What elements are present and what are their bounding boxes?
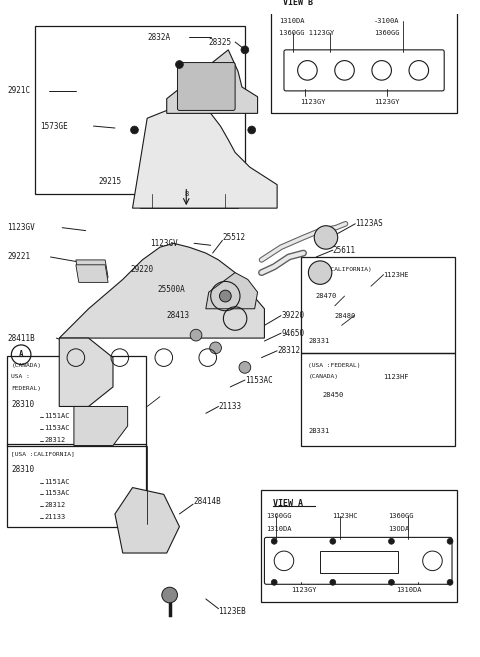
Polygon shape <box>167 50 258 114</box>
Circle shape <box>176 60 183 68</box>
Circle shape <box>241 46 249 54</box>
Text: 1360GG: 1360GG <box>266 513 292 519</box>
Text: 28331: 28331 <box>308 338 330 344</box>
Text: 29221: 29221 <box>8 252 31 261</box>
Bar <box>300 353 455 445</box>
Text: FEDERAL): FEDERAL) <box>12 386 41 391</box>
Text: 1123GV: 1123GV <box>150 238 178 248</box>
Polygon shape <box>59 243 264 338</box>
Text: 1123GV: 1123GV <box>8 223 35 232</box>
Text: 28310: 28310 <box>12 465 35 474</box>
Circle shape <box>447 579 453 585</box>
Bar <box>8 443 146 527</box>
Circle shape <box>271 579 277 585</box>
Text: 21133: 21133 <box>45 514 66 520</box>
Text: 28480: 28480 <box>335 313 356 319</box>
Polygon shape <box>76 260 108 277</box>
Circle shape <box>388 579 395 585</box>
Bar <box>35 26 245 194</box>
Circle shape <box>271 538 277 544</box>
Circle shape <box>447 538 453 544</box>
Text: 39220: 39220 <box>281 311 304 320</box>
Text: 1360GG 1123GY: 1360GG 1123GY <box>279 30 335 36</box>
Text: [USA :CALIFORNIA]: [USA :CALIFORNIA] <box>12 451 75 457</box>
Circle shape <box>388 538 395 544</box>
Text: 2B331: 2B331 <box>308 428 330 434</box>
Text: 28411B: 28411B <box>8 334 35 342</box>
Circle shape <box>162 587 178 603</box>
Text: 1310DA: 1310DA <box>279 18 305 24</box>
Text: USA :: USA : <box>12 374 30 379</box>
Polygon shape <box>132 106 277 208</box>
Text: 1123GY: 1123GY <box>300 99 326 104</box>
Text: 1123GY: 1123GY <box>374 99 399 104</box>
Text: 28312: 28312 <box>45 437 66 443</box>
Text: 1360GG: 1360GG <box>388 513 414 519</box>
Text: (CANADA): (CANADA) <box>12 363 41 367</box>
Circle shape <box>131 126 138 134</box>
Circle shape <box>308 261 332 284</box>
Text: -3100A: -3100A <box>374 18 399 24</box>
Text: 25500A: 25500A <box>157 284 185 294</box>
Circle shape <box>190 329 202 341</box>
Text: 29215: 29215 <box>98 177 121 186</box>
Text: 1310DA: 1310DA <box>266 526 292 532</box>
Text: 1123HC: 1123HC <box>332 513 357 519</box>
Text: 28310: 28310 <box>12 399 35 409</box>
Text: (USA :FEDERAL): (USA :FEDERAL) <box>308 363 361 367</box>
Text: 1123HF: 1123HF <box>384 374 409 380</box>
Text: 1123AS: 1123AS <box>355 219 383 228</box>
Text: (CANADA): (CANADA) <box>308 374 338 379</box>
Text: 1153AC: 1153AC <box>45 491 70 497</box>
Text: 28312: 28312 <box>277 346 300 355</box>
Text: 1123EB: 1123EB <box>218 607 246 616</box>
Circle shape <box>210 342 221 353</box>
FancyBboxPatch shape <box>178 62 235 110</box>
Circle shape <box>330 579 336 585</box>
Text: VIEW B: VIEW B <box>283 0 313 7</box>
Circle shape <box>314 226 338 249</box>
Text: 13ODA: 13ODA <box>388 526 410 532</box>
Text: A: A <box>19 350 24 359</box>
Circle shape <box>248 126 256 134</box>
Text: 29220: 29220 <box>131 265 154 274</box>
Polygon shape <box>206 273 258 309</box>
Text: 28413: 28413 <box>167 311 190 320</box>
Text: VIEW A: VIEW A <box>273 499 303 509</box>
Text: 1153AC: 1153AC <box>245 376 273 384</box>
Bar <box>271 0 457 114</box>
Polygon shape <box>76 265 108 283</box>
Text: 25611: 25611 <box>333 246 356 255</box>
Bar <box>8 355 146 445</box>
Text: 1360GG: 1360GG <box>374 30 399 36</box>
Bar <box>320 551 398 572</box>
Text: (USA :CALIFORNIA): (USA :CALIFORNIA) <box>308 267 372 272</box>
Text: 21133: 21133 <box>218 402 241 411</box>
Text: 2921C: 2921C <box>8 86 31 95</box>
Text: 25512: 25512 <box>222 233 246 242</box>
Text: 1153AC: 1153AC <box>45 425 70 431</box>
Polygon shape <box>115 487 180 553</box>
Text: 1151AC: 1151AC <box>45 413 70 419</box>
Text: 28414B: 28414B <box>193 497 221 506</box>
Text: 94650: 94650 <box>281 328 304 338</box>
Text: 28312: 28312 <box>45 502 66 509</box>
Text: 1310DA: 1310DA <box>396 587 422 593</box>
Circle shape <box>239 361 251 373</box>
Text: 1151AC: 1151AC <box>45 479 70 485</box>
Polygon shape <box>59 338 113 407</box>
Text: 28325: 28325 <box>209 37 232 47</box>
Circle shape <box>219 290 231 302</box>
Text: 28470: 28470 <box>315 293 336 299</box>
Text: 1573GE: 1573GE <box>40 122 68 131</box>
Polygon shape <box>74 407 128 445</box>
Bar <box>262 489 457 602</box>
Text: 8: 8 <box>184 191 188 198</box>
Text: 1123GY: 1123GY <box>291 587 316 593</box>
Bar <box>300 257 455 353</box>
Text: 28450: 28450 <box>322 392 343 397</box>
Text: 2832A: 2832A <box>147 33 170 41</box>
Text: 1123HE: 1123HE <box>384 271 409 277</box>
Circle shape <box>330 538 336 544</box>
